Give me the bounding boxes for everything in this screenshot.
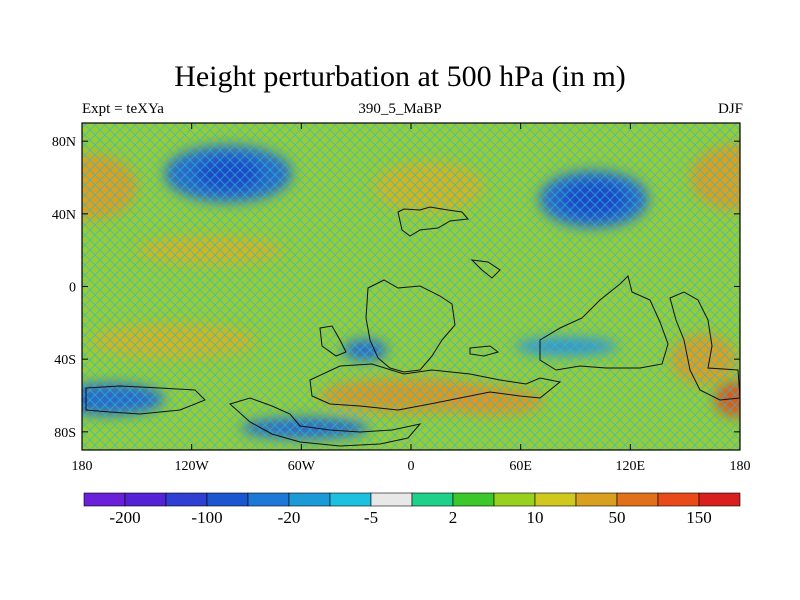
y-tick-label-2: 0 [69, 281, 76, 296]
colorbar-swatch-3 [206, 492, 249, 507]
colorbar-label-3: -5 [364, 508, 378, 527]
y-tick-label-4: 80S [54, 426, 76, 441]
map-title: Height perturbation at 500 hPa (in m) [174, 60, 626, 93]
colorbar-label-4: 2 [449, 508, 458, 527]
colorbar-swatch-2 [165, 492, 208, 507]
colorbar-swatch-12 [575, 492, 618, 507]
coastline-east-continent [539, 275, 669, 371]
coastline-small-south [469, 345, 500, 357]
coastline-south-pole [229, 397, 422, 447]
x-tick-label-1: 120W [175, 459, 210, 474]
y-tick-label-3: 40S [54, 353, 76, 368]
x-tick-label-0: 180 [72, 459, 93, 474]
colorbar-swatch-7 [370, 492, 413, 507]
colorbar-swatch-15 [698, 492, 741, 507]
colorbar-label-0: -200 [109, 508, 140, 527]
season-label: DJF [717, 101, 743, 117]
x-tick-label-2: 60W [288, 459, 316, 474]
colorbar-swatch-13 [616, 492, 659, 507]
colorbar-swatch-4 [247, 492, 290, 507]
x-tick-label-4: 60E [509, 459, 532, 474]
colorbar-label-7: 150 [686, 508, 712, 527]
colorbar-label-6: 50 [609, 508, 626, 527]
colorbar-swatch-14 [657, 492, 700, 507]
coastlines [85, 206, 740, 447]
colorbar-swatch-11 [534, 492, 577, 507]
coastline-north-asia [397, 206, 469, 237]
colorbar-swatch-6 [329, 492, 372, 507]
colorbar-swatch-5 [288, 492, 331, 507]
coastline-southern-ridge [309, 363, 562, 411]
coastline-central-continent [365, 279, 456, 373]
x-tick-label-6: 180 [730, 459, 751, 474]
latitude-axis: 80N 40N 0 40S 80S [52, 135, 740, 441]
colorbar-swatch-1 [124, 492, 167, 507]
x-tick-label-3: 0 [408, 459, 415, 474]
colorbar-swatch-0 [83, 492, 126, 507]
y-tick-label-0: 80N [52, 135, 76, 150]
colorbar-swatch-9 [452, 492, 495, 507]
colorbar-swatch-10 [493, 492, 536, 507]
colorbar-label-2: -20 [278, 508, 301, 527]
y-tick-label-1: 40N [52, 208, 76, 223]
coastline-small-island [470, 259, 501, 279]
colorbar: -200 -100 -20 -5 2 10 50 150 [83, 492, 741, 527]
longitude-axis: 180 120W 60W 0 60E 120E 180 [72, 123, 751, 474]
x-tick-label-5: 120E [616, 459, 646, 474]
coastline-west-strip [319, 325, 347, 357]
coastline-far-east [669, 291, 740, 401]
experiment-label: Expt = teXYa [82, 101, 164, 117]
coastline-southwest [85, 385, 206, 415]
colorbar-swatch-8 [411, 492, 454, 507]
colorbar-label-5: 10 [527, 508, 544, 527]
run-label: 390_5_MaBP [358, 101, 442, 117]
colorbar-label-1: -100 [191, 508, 222, 527]
